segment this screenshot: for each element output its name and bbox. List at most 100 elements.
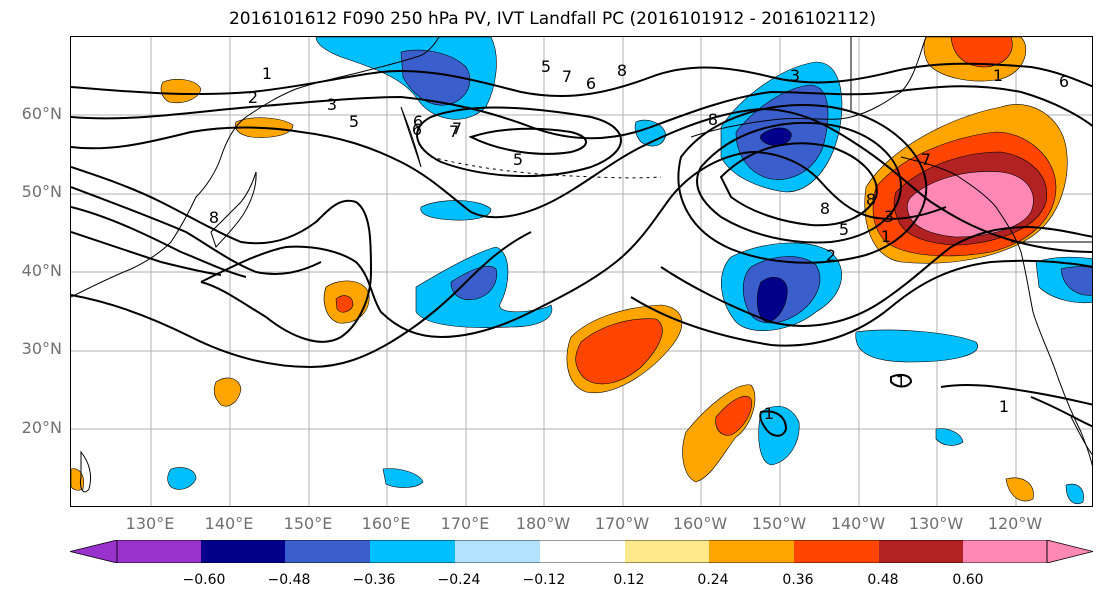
- lon-label-150e: 150°E: [283, 514, 333, 533]
- colorbar-bin: [370, 540, 455, 563]
- colorbar-tick-label: 0.60: [952, 572, 984, 588]
- shade-mid-neg-mod: [450, 265, 497, 300]
- contour-label: 1: [896, 372, 906, 391]
- colorbar-extend-right: [1046, 540, 1093, 563]
- colorbar-tick-label: −0.48: [267, 572, 311, 588]
- contour-label: 8: [820, 199, 830, 218]
- shade-north-pos-mod: [950, 37, 1013, 68]
- shade-small-neg-4: [935, 428, 964, 446]
- contour-label: 6: [412, 120, 422, 139]
- shade-south-pos-mod: [715, 396, 752, 436]
- coast-bc-us: [900, 156, 1092, 466]
- contour-label: 6: [1059, 72, 1069, 91]
- shade-small-neg-5: [1065, 483, 1084, 505]
- colorbar-bin: [540, 540, 625, 563]
- coast-mexico: [1070, 416, 1092, 456]
- contour-label: 5: [513, 150, 523, 169]
- shade-small-pos-2: [1005, 477, 1034, 502]
- contour-label: 7: [452, 119, 462, 138]
- shade-nwpac-neg-mod: [400, 49, 471, 106]
- pv-contour-14: [677, 104, 928, 264]
- coast-japan: [210, 171, 257, 248]
- pv-contour-6: [71, 186, 322, 275]
- figure-title: 2016101612 F090 250 hPa PV, IVT Landfall…: [228, 9, 876, 29]
- pv-contour-5: [200, 150, 947, 339]
- shade-mid-pos-mod: [575, 318, 663, 385]
- shade-goa-neg-strong: [760, 127, 792, 146]
- contour-label: 5: [349, 112, 359, 131]
- colorbar-bin: [285, 540, 370, 563]
- contour-label: 1: [999, 397, 1009, 416]
- contour-labels: 1 2 3 5 6 7 8 5 6 7 8 3 8 5 6 7 8 1 2 3 …: [209, 57, 1069, 423]
- colorbar-bin: [201, 540, 285, 563]
- pv-contour-3: [71, 107, 1092, 253]
- colorbar-tick-label: 0.48: [867, 572, 899, 588]
- contour-label: 1: [993, 66, 1003, 85]
- contour-label: 7: [562, 67, 572, 86]
- pv-contour-16: [630, 259, 1092, 347]
- contour-label: 1: [262, 64, 272, 83]
- lon-label-140w: 140°W: [830, 514, 886, 533]
- contour-label: 5: [839, 220, 849, 239]
- colorbar-tick-label: 0.36: [782, 572, 814, 588]
- pv-contour-17: [940, 383, 1092, 406]
- colorbar-extend-left: [70, 540, 118, 563]
- shade-east-neg-mod: [1060, 266, 1092, 296]
- colorbar-outline: [116, 540, 1048, 563]
- pv-contour-4: [71, 166, 373, 343]
- shade-west-edge-pos: [71, 468, 84, 491]
- contour-label: 8: [209, 208, 219, 227]
- pv-contour-9: [71, 231, 532, 369]
- pv-contour-10: [468, 127, 587, 155]
- colorbar-bin: [117, 540, 201, 563]
- contour-label: 6: [586, 74, 596, 93]
- contour-label: 5: [541, 57, 551, 76]
- pv-contour-8: [71, 231, 222, 276]
- coast-kamchatka: [400, 106, 422, 168]
- shade-wpac-pos-mod: [335, 295, 354, 313]
- contour-label: 3: [327, 95, 337, 114]
- colorbar-tick-label: −0.60: [182, 572, 226, 588]
- shade-midlat-neg: [420, 200, 492, 221]
- coast-asia: [71, 37, 440, 298]
- contour-label: 7: [921, 150, 931, 169]
- colorbar: [70, 540, 1093, 563]
- contour-label: 3: [884, 207, 894, 226]
- contour-label: 2: [826, 246, 836, 265]
- colorbar-tick-label: 0.12: [613, 572, 645, 588]
- colorbar-tick-label: −0.24: [437, 572, 481, 588]
- lat-label-50n: 50°N: [21, 182, 62, 201]
- lon-label-150w: 150°W: [751, 514, 807, 533]
- shade-small-pos-1: [213, 377, 242, 407]
- colorbar-tick-label: −0.12: [522, 572, 566, 588]
- pv-contour-11: [416, 106, 622, 178]
- pv-contour-2: [71, 85, 1092, 140]
- pv-contour-7: [71, 206, 247, 278]
- contour-label: 8: [617, 61, 627, 80]
- contour-label: 6: [413, 112, 423, 131]
- pv-contour-19: [759, 410, 788, 437]
- contour-label: 1: [764, 404, 774, 423]
- contour-label: 8: [866, 190, 876, 209]
- lon-label-140e: 140°E: [204, 514, 254, 533]
- lon-label-160w: 160°W: [672, 514, 728, 533]
- lat-label-30n: 30°N: [21, 339, 62, 358]
- lat-label-60n: 60°N: [21, 104, 62, 123]
- contour-label: 3: [790, 66, 800, 85]
- map-svg: 1 2 3 5 6 7 8 5 6 7 8 3 8 5 6 7 8 1 2 3 …: [71, 37, 1092, 506]
- map-panel: 1 2 3 5 6 7 8 5 6 7 8 3 8 5 6 7 8 1 2 3 …: [70, 36, 1093, 507]
- contour-label: 1: [881, 227, 891, 246]
- shade-kam-pos: [160, 79, 202, 104]
- lon-label-170e: 170°E: [440, 514, 490, 533]
- pv-contour-13: [696, 121, 903, 244]
- coast-alaska: [690, 37, 927, 138]
- shade-small-neg-1: [167, 467, 197, 490]
- lat-label-40n: 40°N: [21, 261, 62, 280]
- colorbar-bin: [625, 540, 709, 563]
- pv-contour-15: [660, 225, 1092, 327]
- lon-label-180w: 180°W: [515, 514, 571, 533]
- colorbar-bin: [879, 540, 963, 563]
- coastlines: [71, 37, 1092, 493]
- colorbar-bin: [455, 540, 540, 563]
- colorbar-bin: [963, 540, 1047, 563]
